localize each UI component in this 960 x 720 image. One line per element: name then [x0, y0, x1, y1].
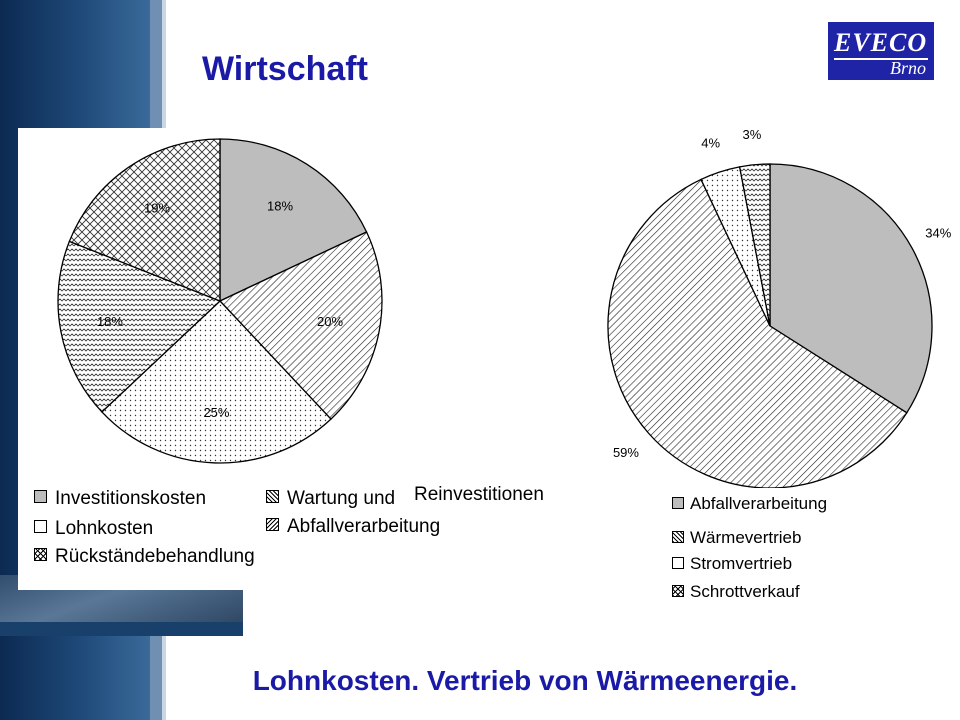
legend-label: Investitionskosten — [55, 488, 207, 509]
pie-data-label: 18% — [267, 198, 293, 213]
legend-label: Abfallverarbeitung — [287, 516, 441, 537]
legend-item-waermevertrieb: Wärmevertrieb — [672, 528, 801, 548]
legend-swatch — [672, 584, 684, 597]
legend-item-abfallverarbeitung: Abfallverarbeitung — [672, 494, 827, 514]
revenue-chart-legend: Abfallverarbeitung Wärmevertrieb Stromve… — [672, 494, 872, 614]
logo-line1: EVECO — [834, 28, 928, 57]
legend-swatch — [672, 530, 684, 543]
legend-swatch — [672, 556, 684, 569]
pie-data-label: 59% — [613, 445, 639, 460]
legend-swatch — [34, 548, 47, 562]
logo-line2: Brno — [890, 58, 926, 78]
cost-chart-legend: Investitionskosten Wartung und Reinvesti… — [14, 484, 574, 578]
legend-label: Lohnkosten — [55, 518, 154, 539]
legend-item-schrottverkauf: Schrottverkauf — [672, 582, 800, 602]
pie-slice — [769, 163, 933, 414]
pie-data-label: 25% — [203, 405, 229, 420]
slide-caption: Lohnkosten. Vertrieb von Wärmeenergie. — [252, 665, 798, 696]
revenue-pie-chart: 34% 59% 4% 3% — [607, 128, 952, 488]
pie-slice — [68, 138, 221, 302]
pie-data-label: 3% — [743, 128, 762, 142]
legend-swatch — [34, 490, 47, 504]
legend-item-abfallverarbeitung: Abfallverarbeitung — [266, 516, 440, 538]
legend-item-lohnkosten: Lohnkosten — [34, 518, 153, 540]
pie-data-label: 19% — [144, 200, 170, 215]
legend-swatch — [266, 518, 279, 532]
legend-item-rueckstaende: Rückständebehandlung — [34, 546, 255, 568]
cost-chart-panel: 18% 20% 25% 18% 19% — [18, 128, 584, 590]
logo-rule — [834, 58, 928, 60]
legend-swatch — [672, 496, 684, 509]
pie-slice — [219, 138, 368, 303]
pie-data-label: 20% — [317, 314, 343, 329]
legend-item-investitionskosten: Investitionskosten — [34, 488, 206, 510]
pie-data-label: 18% — [97, 314, 123, 329]
legend-label: Abfallverarbeitung — [690, 494, 828, 513]
pie-slice — [57, 240, 222, 413]
pie-data-label: 4% — [701, 135, 720, 150]
legend-label: Stromvertrieb — [690, 554, 793, 573]
cost-pie-chart: 18% 20% 25% 18% 19% — [57, 138, 383, 464]
decor-bottom-line — [0, 622, 243, 636]
legend-label: Schrottverkauf — [690, 582, 800, 601]
legend-label: Wartung und — [287, 488, 396, 509]
pie-slice — [607, 178, 908, 488]
slide-title: Wirtschaft — [202, 50, 368, 88]
legend-label: Wärmevertrieb — [690, 528, 802, 547]
pie-slice — [100, 300, 332, 464]
legend-item-reinvestitionen: Reinvestitionen — [414, 484, 544, 506]
eveco-logo: EVECO Brno — [828, 22, 934, 80]
legend-swatch — [34, 520, 47, 534]
legend-label: Rückständebehandlung — [55, 546, 255, 567]
legend-item-wartung: Wartung und — [266, 488, 395, 510]
legend-swatch — [266, 490, 279, 504]
pie-slice — [218, 231, 383, 421]
pie-data-label: 34% — [925, 226, 951, 241]
pie-slice — [738, 163, 771, 327]
legend-label: Reinvestitionen — [414, 484, 544, 505]
legend-item-stromvertrieb: Stromvertrieb — [672, 554, 792, 574]
